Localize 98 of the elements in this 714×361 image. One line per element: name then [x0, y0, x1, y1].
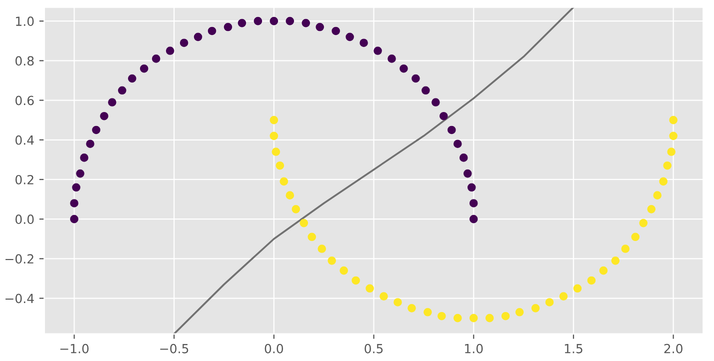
point — [276, 161, 284, 170]
point — [408, 304, 416, 312]
point — [454, 140, 462, 148]
point — [70, 214, 78, 224]
point — [270, 116, 278, 124]
y-tick-label: −0.4 — [6, 294, 34, 304]
point — [531, 304, 540, 312]
y-tick-label: 0.2 — [15, 174, 34, 184]
y-tick-label: 0.0 — [15, 214, 34, 224]
point — [76, 169, 84, 178]
point — [346, 32, 354, 42]
point — [412, 74, 420, 83]
point — [440, 112, 448, 120]
point — [388, 54, 396, 63]
point — [360, 38, 368, 48]
point — [467, 183, 476, 192]
point — [669, 132, 678, 140]
x-tick-label: 0.0 — [264, 344, 284, 354]
point — [659, 177, 668, 186]
point — [300, 218, 308, 228]
point — [238, 18, 246, 28]
point — [108, 98, 116, 106]
point — [286, 16, 294, 26]
point — [515, 308, 524, 316]
point — [270, 16, 278, 26]
point — [316, 22, 324, 32]
point — [224, 22, 232, 32]
x-tick-label: −1.0 — [60, 344, 89, 354]
point — [501, 312, 510, 320]
point — [400, 64, 408, 73]
point — [424, 308, 432, 316]
point — [647, 205, 656, 214]
point — [280, 177, 288, 186]
point — [639, 218, 648, 228]
point — [463, 169, 472, 178]
point — [366, 284, 374, 293]
point — [270, 132, 278, 140]
point — [292, 205, 300, 214]
y-tick-label: 0.6 — [15, 96, 34, 106]
point — [669, 116, 678, 124]
point — [459, 154, 468, 162]
point — [599, 266, 608, 275]
point — [469, 199, 478, 208]
point — [631, 232, 640, 242]
point — [448, 126, 456, 134]
point — [128, 74, 136, 83]
point — [587, 276, 596, 285]
point — [611, 256, 620, 265]
x-tick-label: 1.0 — [465, 344, 483, 354]
point — [208, 26, 216, 36]
point — [100, 112, 108, 120]
point — [380, 292, 388, 300]
x-tick-label: 1.5 — [564, 344, 582, 354]
y-tick-label: 1.0 — [16, 16, 34, 26]
point — [352, 276, 360, 285]
point — [438, 312, 446, 320]
point — [72, 183, 80, 192]
point — [92, 126, 100, 134]
point — [469, 214, 478, 224]
point — [667, 148, 676, 156]
point — [140, 64, 148, 73]
point — [559, 292, 568, 300]
point — [422, 86, 430, 95]
line-series — [173, 7, 574, 334]
y-tick-label: 0.8 — [15, 56, 34, 66]
point — [152, 54, 160, 63]
point — [308, 232, 316, 242]
point — [332, 26, 340, 36]
point — [340, 266, 348, 275]
point — [254, 16, 262, 26]
point — [272, 148, 280, 156]
point — [118, 86, 126, 95]
point — [194, 32, 202, 42]
point — [180, 38, 188, 48]
point — [86, 140, 94, 148]
point — [374, 46, 382, 55]
point — [573, 284, 582, 293]
point — [70, 199, 78, 208]
point — [432, 98, 440, 106]
point — [653, 191, 662, 200]
point — [394, 298, 402, 306]
x-tick-label: 2.0 — [664, 344, 682, 354]
point — [545, 298, 554, 306]
y-tick-label: 0.4 — [15, 135, 34, 145]
point — [328, 256, 336, 265]
x-tick-label: 0.5 — [364, 344, 383, 354]
point — [469, 314, 478, 322]
point — [318, 244, 326, 253]
point — [485, 314, 494, 322]
y-tick-label: −0.2 — [6, 254, 34, 264]
point — [302, 18, 310, 28]
point — [80, 154, 88, 162]
point — [663, 161, 672, 170]
point — [166, 46, 174, 55]
point — [454, 314, 462, 322]
point — [286, 191, 294, 200]
point — [621, 244, 630, 253]
x-tick-label: −0.5 — [160, 344, 188, 354]
